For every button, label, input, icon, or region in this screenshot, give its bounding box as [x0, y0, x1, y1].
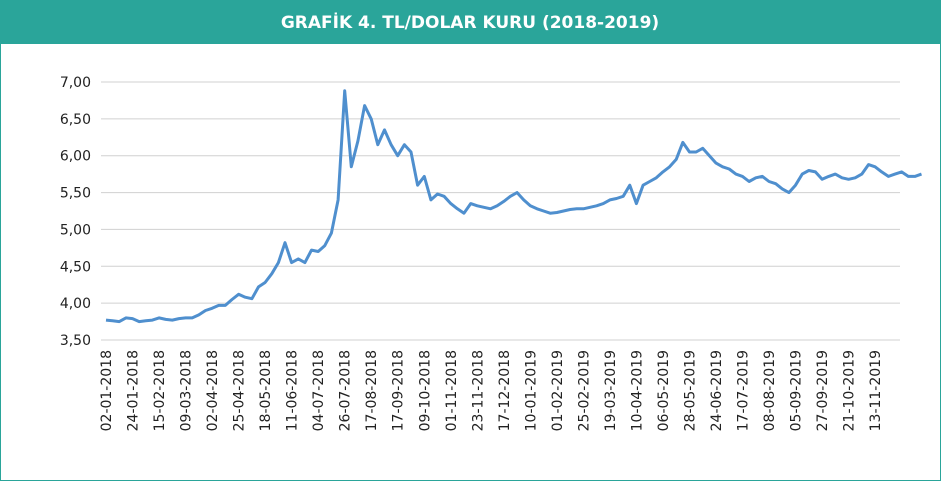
x-tick-label: 24-01-2018 [126, 350, 142, 431]
x-tick-label: 26-07-2018 [338, 350, 354, 431]
x-tick-label: 04-07-2018 [311, 350, 327, 431]
x-tick-label: 13-11-2019 [868, 350, 884, 431]
x-tick-label: 08-08-2019 [762, 350, 778, 431]
x-tick-label: 11-06-2018 [285, 350, 301, 431]
y-tick-label: 7,00 [60, 75, 91, 91]
line-series [105, 89, 922, 324]
x-tick-label: 10-01-2019 [523, 350, 539, 431]
x-tick-label: 01-11-2018 [444, 350, 460, 431]
y-tick-label: 3,50 [60, 333, 91, 349]
x-tick-label: 10-04-2019 [629, 350, 645, 431]
x-tick-label: 01-02-2019 [550, 350, 566, 431]
x-tick-label: 18-05-2018 [258, 350, 274, 431]
x-tick-label: 02-04-2018 [205, 350, 221, 431]
chart-title: GRAFİK 4. TL/DOLAR KURU (2018-2019) [281, 11, 659, 33]
y-tick-label: 5,00 [60, 222, 91, 238]
x-tick-label: 17-08-2018 [364, 350, 380, 431]
x-tick-label: 17-09-2018 [391, 350, 407, 431]
y-tick-label: 6,50 [60, 112, 91, 128]
x-tick-label: 09-03-2018 [179, 350, 195, 431]
y-tick-label: 5,50 [60, 186, 91, 202]
y-tick-label: 6,00 [60, 149, 91, 165]
x-tick-label: 15-02-2018 [152, 350, 168, 431]
x-tick-label: 17-07-2019 [736, 350, 752, 431]
x-tick-label: 25-02-2019 [576, 350, 592, 431]
x-tick-label: 27-09-2019 [815, 350, 831, 431]
x-tick-label: 19-03-2019 [603, 350, 619, 431]
x-tick-label: 25-04-2018 [232, 350, 248, 431]
x-tick-label: 28-05-2019 [682, 350, 698, 431]
x-tick-label: 06-05-2019 [656, 350, 672, 431]
y-tick-label: 4,50 [60, 259, 91, 275]
x-tick-label: 02-01-2018 [99, 350, 115, 431]
x-tick-label: 05-09-2019 [789, 350, 805, 431]
x-tick-label: 24-06-2019 [709, 350, 725, 431]
x-tick-label: 17-12-2018 [497, 350, 513, 431]
y-tick-label: 4,00 [60, 296, 91, 312]
x-tick-label: 21-10-2019 [842, 350, 858, 431]
x-tick-label: 23-11-2018 [470, 350, 486, 431]
header [0, 0, 941, 44]
x-tick-label: 09-10-2018 [417, 350, 433, 431]
